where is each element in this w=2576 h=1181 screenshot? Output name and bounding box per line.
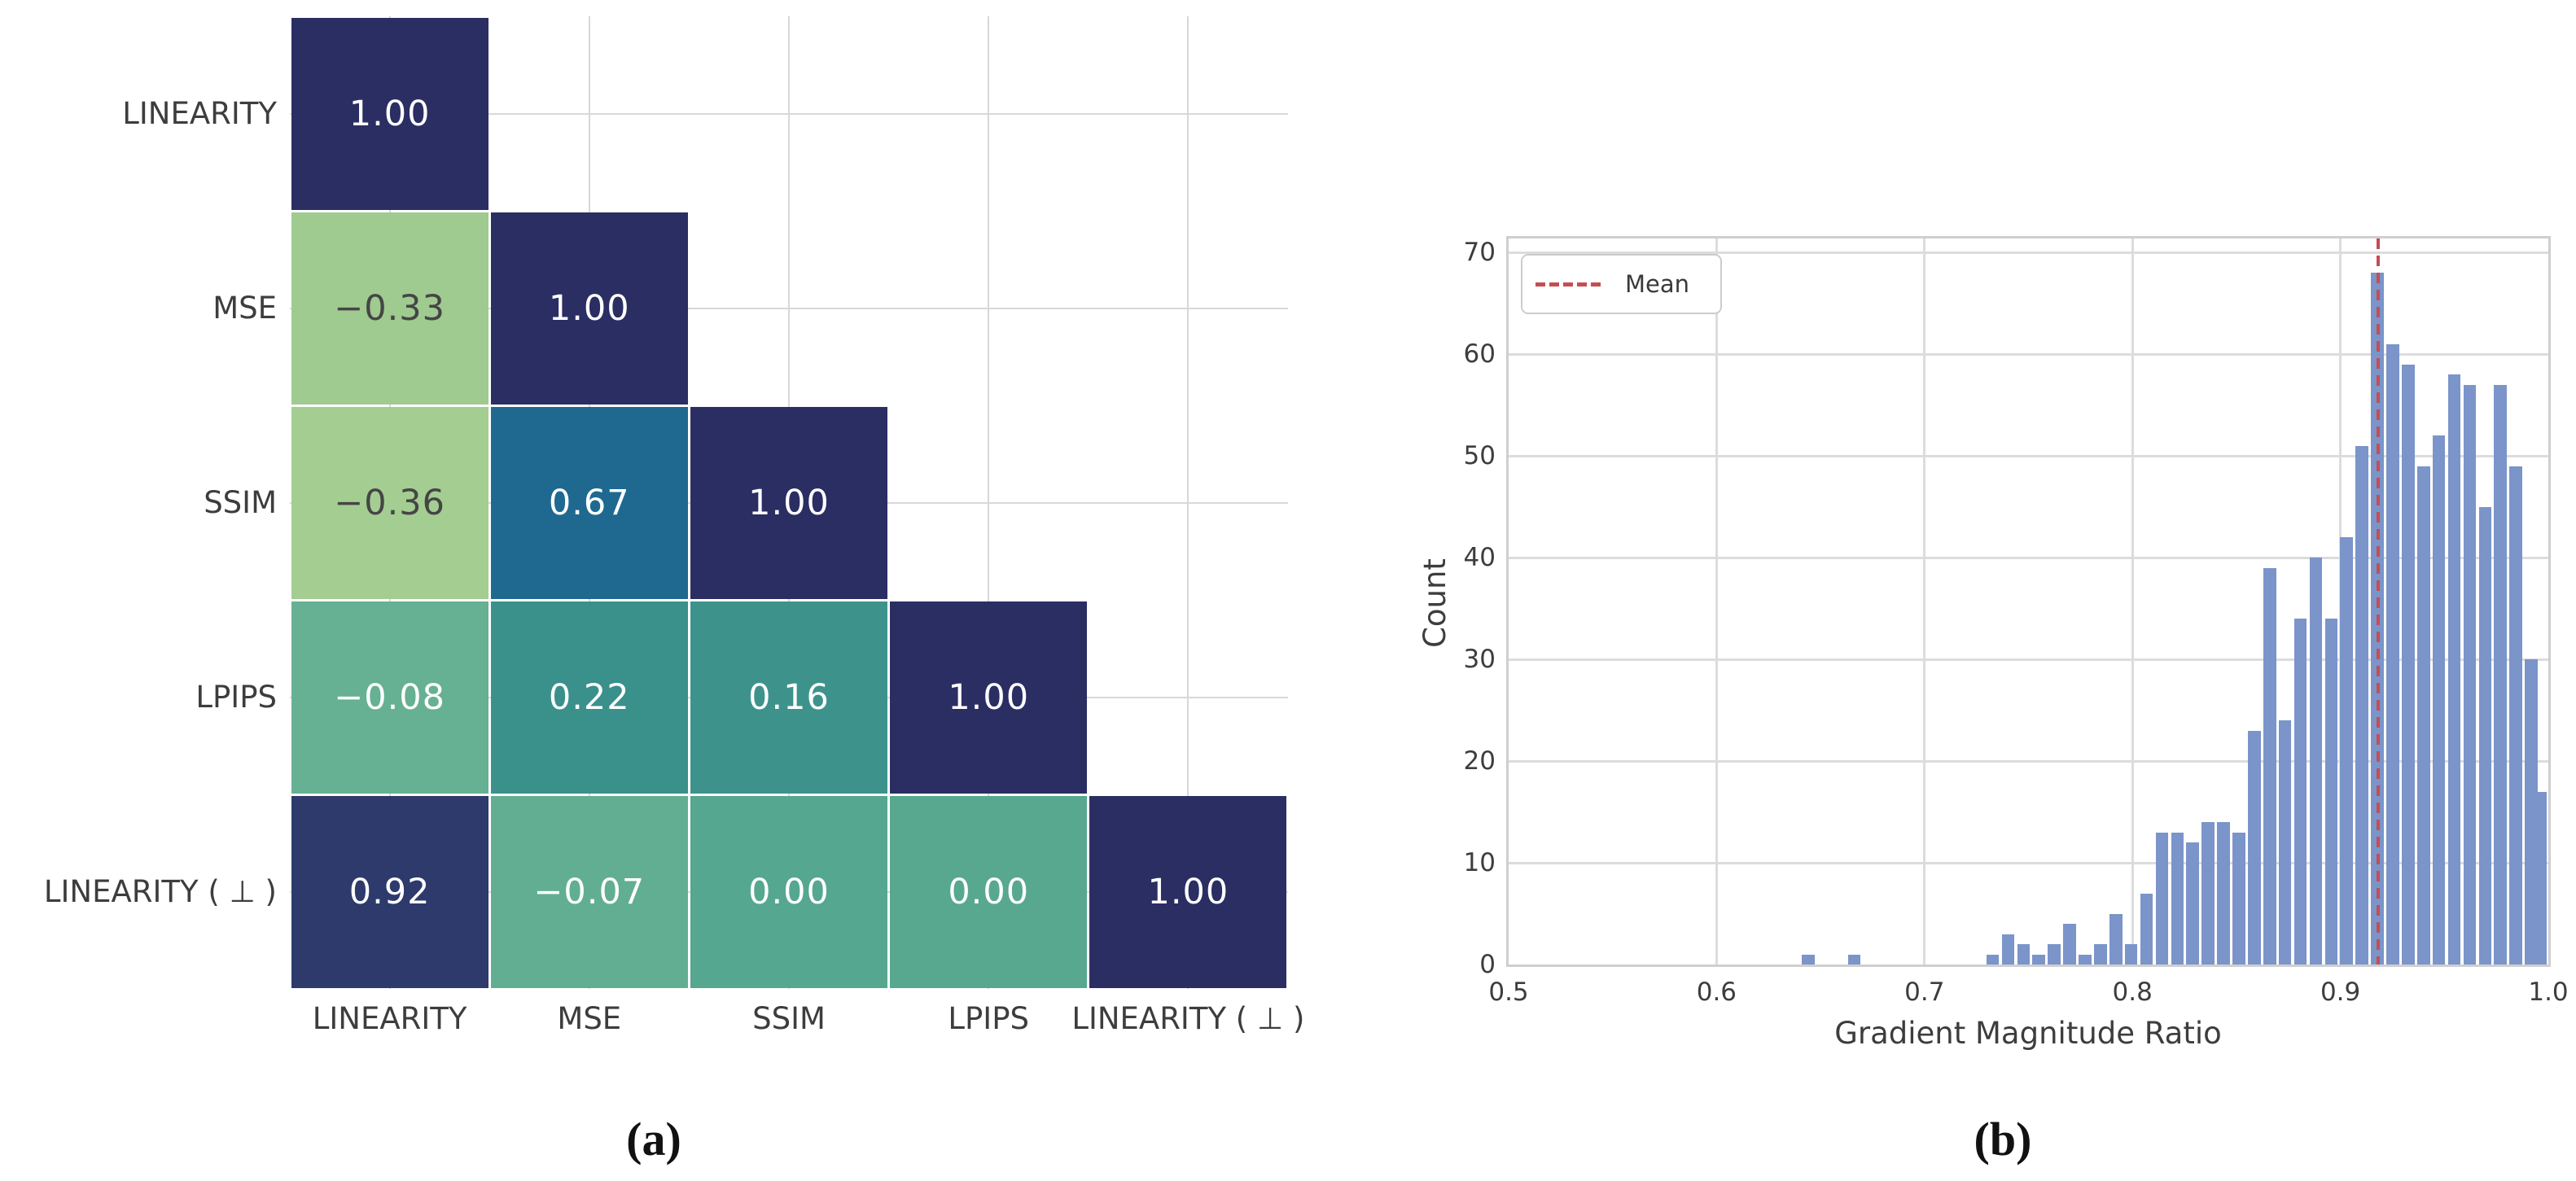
heatmap-row-label: MSE	[212, 290, 277, 326]
heatmap-gridline-v	[1187, 16, 1189, 989]
histogram-bar	[2063, 924, 2076, 964]
mean-line	[2376, 238, 2380, 964]
heatmap-column-label: LPIPS	[948, 1001, 1029, 1036]
histogram-bar	[2155, 832, 2169, 964]
histogram-bar	[2032, 954, 2046, 964]
histogram-gridline-h	[1509, 759, 2548, 763]
histogram-bar	[2094, 944, 2107, 964]
histogram-bar	[1801, 954, 1815, 964]
heatmap-row-label: LINEARITY ( ⊥ )	[43, 873, 277, 909]
heatmap-cell: −0.08	[291, 601, 488, 794]
histogram-gridline-h	[1509, 658, 2548, 661]
histogram-y-tick-label: 10	[1463, 848, 1496, 877]
caption-a: (a)	[626, 1113, 681, 1166]
histogram-bar	[2293, 619, 2307, 964]
histogram-bar	[2402, 364, 2415, 964]
histogram-bar	[2355, 445, 2368, 964]
histogram-y-tick-label: 30	[1463, 645, 1496, 674]
heatmap-column-label: SSIM	[752, 1001, 826, 1036]
heatmap-cell: −0.33	[291, 212, 488, 405]
heatmap-column-label: LINEARITY ( ⊥ )	[1071, 1001, 1305, 1036]
x-axis-label: Gradient Magnitude Ratio	[1834, 1016, 2222, 1051]
histogram-x-tick-label: 0.6	[1696, 978, 1737, 1007]
heatmap-cell: 0.67	[490, 406, 688, 599]
histogram-x-tick-label: 1.0	[2528, 978, 2569, 1007]
heatmap-column-label: LINEARITY	[312, 1001, 467, 1036]
histogram-x-tick-label: 0.8	[2112, 978, 2153, 1007]
heatmap-column-label: MSE	[557, 1001, 622, 1036]
histogram-bar	[2432, 435, 2446, 964]
legend: Mean	[1521, 254, 1722, 314]
heatmap-cell: 1.00	[690, 406, 888, 599]
histogram-bar	[2048, 944, 2061, 964]
heatmap-cell: 0.00	[690, 795, 888, 988]
histogram-bar	[2232, 832, 2245, 964]
heatmap-cell: 0.92	[291, 795, 488, 988]
histogram-bar	[2386, 343, 2399, 964]
mean-line-legend-sample	[1536, 282, 1602, 287]
histogram-bar	[2263, 567, 2276, 964]
histogram-bar	[2248, 730, 2261, 964]
histogram-bar	[1847, 954, 1861, 964]
heatmap-row-label: LPIPS	[195, 679, 277, 715]
histogram-bar	[2278, 720, 2292, 964]
heatmap-cell: 1.00	[890, 601, 1088, 794]
histogram-bar	[2509, 466, 2522, 964]
histogram-bar	[2001, 934, 2015, 964]
histogram-bar	[2463, 384, 2477, 964]
histogram-bar	[2186, 842, 2200, 964]
histogram-y-tick-label: 40	[1463, 543, 1496, 572]
histogram-bar	[2478, 506, 2492, 964]
histogram-bar	[2309, 558, 2323, 964]
caption-b: (b)	[1974, 1113, 2032, 1166]
histogram-plot-area	[1506, 236, 2551, 967]
y-axis-label: Count	[1417, 558, 1452, 648]
histogram-bar	[2416, 466, 2430, 964]
heatmap-cell: 1.00	[1089, 795, 1287, 988]
heatmap-cell: 1.00	[490, 212, 688, 405]
histogram-gridline-v	[1923, 238, 1926, 964]
histogram-bar	[2217, 822, 2230, 964]
histogram-gridline-h	[1509, 556, 2548, 559]
histogram-bar	[2340, 537, 2354, 964]
histogram-bar	[2171, 832, 2184, 964]
histogram-y-tick-label: 50	[1463, 441, 1496, 470]
histogram-bar	[2079, 954, 2092, 964]
heatmap-cell: −0.07	[490, 795, 688, 988]
heatmap-cell: 0.00	[890, 795, 1088, 988]
histogram-bar	[2447, 374, 2461, 964]
histogram-x-tick-label: 0.9	[2320, 978, 2361, 1007]
histogram-gridline-h	[1509, 251, 2548, 254]
histogram-bar	[2494, 384, 2508, 964]
histogram-y-tick-label: 20	[1463, 746, 1496, 776]
histogram-gridline-h	[1509, 861, 2548, 864]
histogram-gridline-h	[1509, 454, 2548, 457]
histogram-bar	[2201, 822, 2215, 964]
legend-label: Mean	[1625, 270, 1690, 298]
heatmap-cell: −0.36	[291, 406, 488, 599]
histogram-bar	[2124, 944, 2138, 964]
heatmap-row-label: SSIM	[204, 484, 277, 520]
heatmap-cell: 0.22	[490, 601, 688, 794]
histogram-bar	[1986, 954, 2000, 964]
heatmap-cell: 1.00	[291, 17, 488, 210]
histogram-bar	[2324, 619, 2338, 964]
histogram-bar	[2533, 791, 2547, 964]
heatmap-row-label: LINEARITY	[122, 95, 277, 131]
histogram-gridline-v	[1715, 238, 1718, 964]
heatmap-cell: 0.16	[690, 601, 888, 794]
heatmap-gridline-v	[988, 16, 990, 989]
histogram-x-tick-label: 0.5	[1488, 978, 1529, 1007]
histogram-gridline-h	[1509, 352, 2548, 356]
histogram-bar	[2109, 913, 2123, 964]
histogram-bar	[2017, 944, 2031, 964]
histogram-y-tick-label: 0	[1479, 950, 1496, 979]
histogram-gridline-v	[2131, 238, 2134, 964]
histogram-x-tick-label: 0.7	[1904, 978, 1945, 1007]
histogram-y-tick-label: 60	[1463, 339, 1496, 369]
histogram-bar	[2140, 893, 2153, 964]
histogram-y-tick-label: 70	[1463, 238, 1496, 267]
